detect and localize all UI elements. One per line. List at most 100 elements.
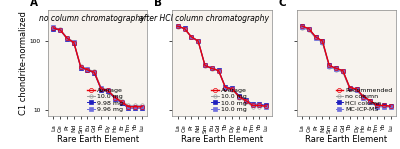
10.0 mg (209, 67, 214, 69)
Y-axis label: C1 chondrite-normalized: C1 chondrite-normalized (19, 11, 28, 115)
10.0 mg (257, 105, 262, 106)
HCl column (327, 65, 332, 66)
10.0 mg (196, 40, 200, 42)
Average (78, 66, 83, 68)
10.0 mg (209, 67, 214, 69)
Average (92, 71, 97, 73)
Line: 9.96 mg: 9.96 mg (52, 26, 144, 109)
9.96 mg (106, 90, 110, 91)
Recommended (320, 40, 325, 42)
Line: 9.98 mg: 9.98 mg (52, 27, 144, 110)
Legend: Average, 10.0 mg, 10.0 mg, 10.0 mg: Average, 10.0 mg, 10.0 mg, 10.0 mg (210, 86, 248, 113)
10.0 mg (65, 37, 70, 39)
Average (237, 96, 242, 97)
Average (230, 88, 235, 90)
9.98 mg (112, 98, 117, 99)
9.96 mg (65, 37, 70, 39)
MC-ICP-MS (340, 71, 345, 72)
no column (313, 37, 318, 39)
HCl column (347, 87, 352, 88)
10.0 mg (223, 86, 228, 88)
10.0 mg (264, 106, 269, 108)
9.98 mg (126, 107, 131, 109)
no column (327, 66, 332, 68)
Recommended (340, 70, 345, 72)
10.0 mg (257, 106, 262, 108)
10.0 mg (244, 99, 248, 100)
MC-ICP-MS (306, 28, 311, 30)
10.0 mg (106, 89, 110, 91)
Recommended (374, 105, 379, 106)
Text: A: A (30, 0, 38, 8)
Average (182, 28, 187, 30)
X-axis label: Rare Earth Element: Rare Earth Element (305, 135, 387, 144)
MC-ICP-MS (381, 106, 386, 108)
10.0 mg (99, 87, 104, 88)
Average (133, 106, 138, 108)
no column (381, 106, 386, 108)
10.0 mg (216, 69, 221, 71)
Average (196, 40, 200, 42)
9.96 mg (133, 106, 138, 108)
Average (99, 88, 104, 90)
Average (175, 25, 180, 27)
no column (306, 29, 311, 31)
HCl column (368, 100, 372, 102)
10.0 mg (202, 65, 207, 66)
9.96 mg (99, 87, 104, 89)
no column (388, 106, 393, 108)
10.0 mg (126, 105, 131, 106)
9.98 mg (58, 30, 63, 31)
MC-ICP-MS (327, 65, 332, 67)
MC-ICP-MS (347, 87, 352, 89)
Recommended (313, 36, 318, 38)
Recommended (388, 105, 393, 107)
10.0 mg (230, 88, 235, 90)
Average (250, 105, 255, 106)
10.0 mg (244, 101, 248, 103)
10.0 mg (264, 106, 269, 108)
no column (347, 88, 352, 90)
Text: B: B (154, 0, 162, 8)
Average (119, 101, 124, 103)
Recommended (327, 65, 332, 66)
10.0 mg (189, 37, 194, 38)
9.96 mg (119, 101, 124, 103)
MC-ICP-MS (368, 101, 372, 103)
10.0 mg (202, 64, 207, 66)
10.0 mg (257, 103, 262, 105)
HCl column (340, 70, 345, 72)
10.0 mg (202, 65, 207, 67)
10.0 mg (216, 70, 221, 72)
no column (374, 106, 379, 108)
Recommended (361, 96, 366, 97)
X-axis label: Rare Earth Element: Rare Earth Element (57, 135, 139, 144)
HCl column (361, 96, 366, 97)
10.0 mg (175, 25, 180, 27)
10.0 mg (119, 100, 124, 102)
HCl column (306, 28, 311, 30)
10.0 mg (133, 105, 138, 106)
MC-ICP-MS (334, 68, 338, 70)
10.0 mg (244, 100, 248, 102)
Line: Average: Average (51, 26, 144, 109)
Line: Average: Average (176, 24, 268, 108)
10.0 mg (92, 71, 97, 72)
Average (72, 42, 76, 44)
9.98 mg (140, 107, 144, 109)
HCl column (320, 40, 325, 42)
Recommended (306, 28, 311, 30)
9.98 mg (119, 102, 124, 104)
Text: C: C (279, 0, 286, 8)
Recommended (347, 87, 352, 88)
Average (51, 27, 56, 29)
10.0 mg (189, 36, 194, 38)
10.0 mg (85, 68, 90, 70)
Line: 10.0 mg: 10.0 mg (52, 25, 144, 107)
Average (126, 106, 131, 108)
10.0 mg (223, 87, 228, 88)
10.0 mg (182, 28, 187, 30)
9.98 mg (92, 72, 97, 74)
HCl column (381, 105, 386, 106)
Recommended (368, 100, 372, 102)
